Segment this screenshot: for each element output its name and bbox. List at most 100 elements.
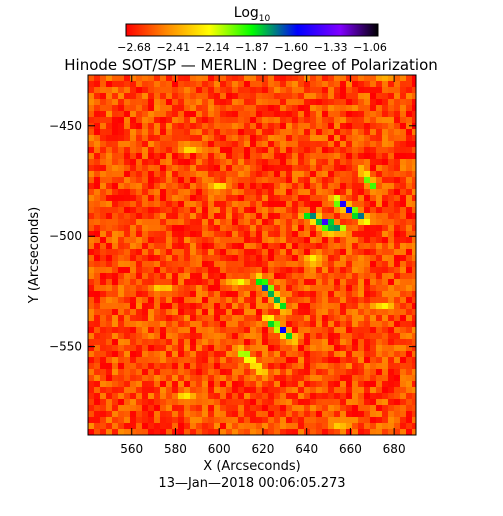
heatmap-cell [226,333,232,339]
heatmap-cell [208,219,214,225]
heatmap-cell [364,345,370,351]
heatmap-cell [304,375,310,381]
heatmap-cell [100,297,106,303]
heatmap-cell [160,123,166,129]
heatmap-cell [334,273,340,279]
heatmap-cell [232,117,238,123]
heatmap-cell [328,309,334,315]
heatmap-cell [88,87,94,93]
heatmap-cell [400,81,406,87]
heatmap-cell [406,255,412,261]
heatmap-cell [220,399,226,405]
heatmap-cell [388,129,394,135]
heatmap-cell [124,165,130,171]
heatmap-cell [232,315,238,321]
heatmap-cell [328,237,334,243]
heatmap-cell [166,339,172,345]
heatmap-cell [340,189,346,195]
colorbar-label-sub: 10 [259,14,271,24]
heatmap-cell [328,393,334,399]
heatmap-cell [88,273,94,279]
heatmap-cell [394,243,400,249]
heatmap-cell [250,231,256,237]
heatmap-cell [112,375,118,381]
heatmap-cell [304,225,310,231]
heatmap-cell [322,285,328,291]
heatmap-cell [364,303,370,309]
heatmap-cell [244,189,250,195]
heatmap-cell [142,321,148,327]
heatmap-cell [166,255,172,261]
heatmap-cell [154,141,160,147]
heatmap-cell [118,273,124,279]
heatmap-cell [334,171,340,177]
heatmap-cell [118,393,124,399]
heatmap-cell [244,267,250,273]
heatmap-cell [358,429,364,435]
colorbar [125,23,379,37]
heatmap-cell [412,171,416,177]
heatmap-cell [262,255,268,261]
heatmap-cell [94,243,100,249]
heatmap-cell [124,303,130,309]
heatmap-cell [376,129,382,135]
heatmap-cell [274,99,280,105]
heatmap-cell [250,147,256,153]
heatmap-cell [154,303,160,309]
heatmap-cell [406,261,412,267]
heatmap-cell [394,81,400,87]
heatmap-cell [226,285,232,291]
heatmap-cell [394,345,400,351]
heatmap-cell [298,243,304,249]
heatmap-cell [208,195,214,201]
heatmap-cell [340,135,346,141]
heatmap-cell [304,309,310,315]
heatmap-cell [274,351,280,357]
heatmap-cell [136,381,142,387]
heatmap-cell [322,405,328,411]
heatmap-cell [316,285,322,291]
heatmap-cell [310,273,316,279]
heatmap-cell [106,165,112,171]
heatmap-cell [88,429,94,435]
heatmap-cell [202,429,208,435]
heatmap-cell [124,417,130,423]
heatmap-cell [244,375,250,381]
heatmap-cell [346,309,352,315]
heatmap-cell [322,369,328,375]
heatmap-cell [358,309,364,315]
heatmap-cell [388,429,394,435]
heatmap-cell [286,201,292,207]
heatmap-cell [328,411,334,417]
heatmap-cell [112,429,118,435]
heatmap-cell [178,105,184,111]
heatmap-cell [154,105,160,111]
heatmap-cell [250,177,256,183]
heatmap-cell [226,87,232,93]
heatmap-cell [166,153,172,159]
heatmap-cell [400,321,406,327]
heatmap-cell [244,303,250,309]
heatmap-cell [382,291,388,297]
heatmap-cell [190,267,196,273]
heatmap-cell [274,327,280,333]
heatmap-cell [172,351,178,357]
heatmap-cell [244,129,250,135]
heatmap-cell [400,297,406,303]
heatmap-cell [328,267,334,273]
heatmap-cell [316,177,322,183]
heatmap-cell [286,207,292,213]
heatmap-cell [286,285,292,291]
heatmap-cell [364,399,370,405]
heatmap-cell [382,225,388,231]
heatmap-cell [172,171,178,177]
heatmap-cell [172,417,178,423]
heatmap-cell [244,333,250,339]
heatmap-cell [172,345,178,351]
heatmap-cell [382,165,388,171]
heatmap-cell [184,357,190,363]
heatmap-cell [388,171,394,177]
heatmap-cell [340,81,346,87]
heatmap-cell [124,423,130,429]
heatmap-cell [388,183,394,189]
